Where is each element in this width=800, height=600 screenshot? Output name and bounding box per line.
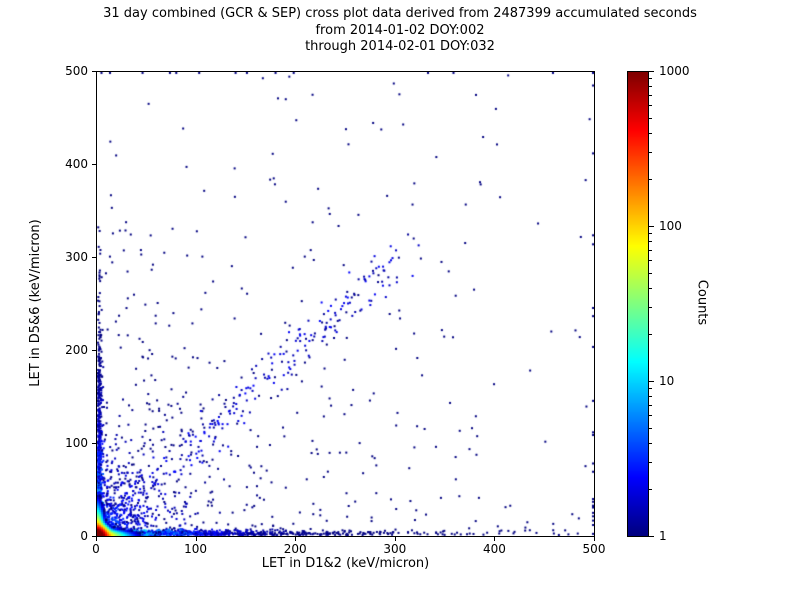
scatter-canvas bbox=[97, 72, 594, 536]
colorbar-minor-tick-mark bbox=[649, 307, 652, 309]
colorbar bbox=[627, 71, 649, 537]
plot-area bbox=[96, 71, 595, 537]
colorbar-minor-tick-mark bbox=[649, 152, 652, 154]
chart-subtitle-through: through 2014-02-01 DOY:032 bbox=[305, 39, 495, 54]
colorbar-label: Counts bbox=[694, 279, 710, 326]
x-axis-label: LET in D1&2 (keV/micron) bbox=[261, 556, 430, 571]
x-tick-mark bbox=[394, 537, 396, 541]
y-tick-mark bbox=[92, 71, 96, 72]
colorbar-minor-tick-mark bbox=[649, 405, 652, 406]
y-tick-label: 100 bbox=[65, 436, 88, 450]
colorbar-minor-tick-mark bbox=[649, 489, 652, 491]
colorbar-minor-tick-mark bbox=[649, 287, 652, 289]
colorbar-minor-tick-mark bbox=[649, 86, 652, 88]
colorbar-minor-tick-mark bbox=[649, 95, 652, 96]
x-tick-label: 0 bbox=[92, 542, 100, 556]
x-tick-label: 300 bbox=[383, 542, 407, 556]
y-tick-label: 500 bbox=[65, 64, 88, 78]
y-tick-mark bbox=[92, 443, 96, 444]
colorbar-tick-label: 1000 bbox=[659, 64, 690, 78]
colorbar-minor-tick-mark bbox=[649, 334, 652, 336]
y-tick-label: 300 bbox=[65, 250, 88, 264]
x-tick-label: 500 bbox=[582, 542, 606, 556]
colorbar-minor-tick-mark bbox=[649, 179, 652, 181]
x-tick-mark bbox=[96, 537, 97, 541]
colorbar-tick-mark bbox=[649, 226, 654, 227]
x-tick-label: 400 bbox=[482, 542, 506, 556]
colorbar-minor-tick-mark bbox=[649, 272, 652, 274]
colorbar-minor-tick-mark bbox=[649, 233, 652, 235]
y-tick-mark bbox=[92, 257, 96, 258]
y-tick-label: 200 bbox=[65, 343, 88, 357]
colorbar-tick-mark bbox=[649, 536, 654, 537]
chart-subtitle-from: from 2014-01-02 DOY:002 bbox=[315, 23, 485, 38]
colorbar-tick-label: 10 bbox=[659, 374, 675, 388]
colorbar-minor-tick-mark bbox=[649, 260, 652, 262]
x-tick-label: 100 bbox=[184, 542, 208, 556]
x-tick-mark bbox=[195, 537, 197, 541]
colorbar-minor-tick-mark bbox=[649, 388, 652, 390]
y-tick-label: 400 bbox=[65, 157, 88, 171]
colorbar-tick-mark bbox=[649, 381, 654, 382]
y-tick-mark bbox=[92, 350, 96, 351]
x-tick-mark bbox=[494, 537, 496, 541]
colorbar-minor-tick-mark bbox=[649, 427, 652, 429]
x-tick-label: 200 bbox=[283, 542, 307, 556]
colorbar-tick-label: 1 bbox=[659, 529, 667, 543]
y-tick-mark bbox=[92, 536, 96, 537]
colorbar-minor-tick-mark bbox=[649, 462, 652, 464]
colorbar-canvas bbox=[628, 72, 648, 536]
colorbar-minor-tick-mark bbox=[649, 250, 652, 251]
colorbar-tick-mark bbox=[649, 71, 654, 72]
colorbar-minor-tick-mark bbox=[649, 442, 652, 444]
colorbar-minor-tick-mark bbox=[649, 105, 652, 107]
colorbar-minor-tick-mark bbox=[649, 78, 652, 80]
colorbar-tick-label: 100 bbox=[659, 219, 682, 233]
chart-title: 31 day combined (GCR & SEP) cross plot d… bbox=[103, 6, 697, 21]
colorbar-minor-tick-mark bbox=[649, 117, 652, 119]
x-tick-mark bbox=[594, 537, 595, 541]
y-tick-label: 0 bbox=[80, 529, 88, 543]
colorbar-minor-tick-mark bbox=[649, 241, 652, 243]
y-axis-label: LET in D5&6 (keV/micron) bbox=[28, 219, 43, 387]
x-tick-mark bbox=[295, 537, 297, 541]
colorbar-minor-tick-mark bbox=[649, 132, 652, 134]
colorbar-minor-tick-mark bbox=[649, 396, 652, 398]
y-tick-mark bbox=[92, 164, 96, 165]
colorbar-minor-tick-mark bbox=[649, 415, 652, 417]
